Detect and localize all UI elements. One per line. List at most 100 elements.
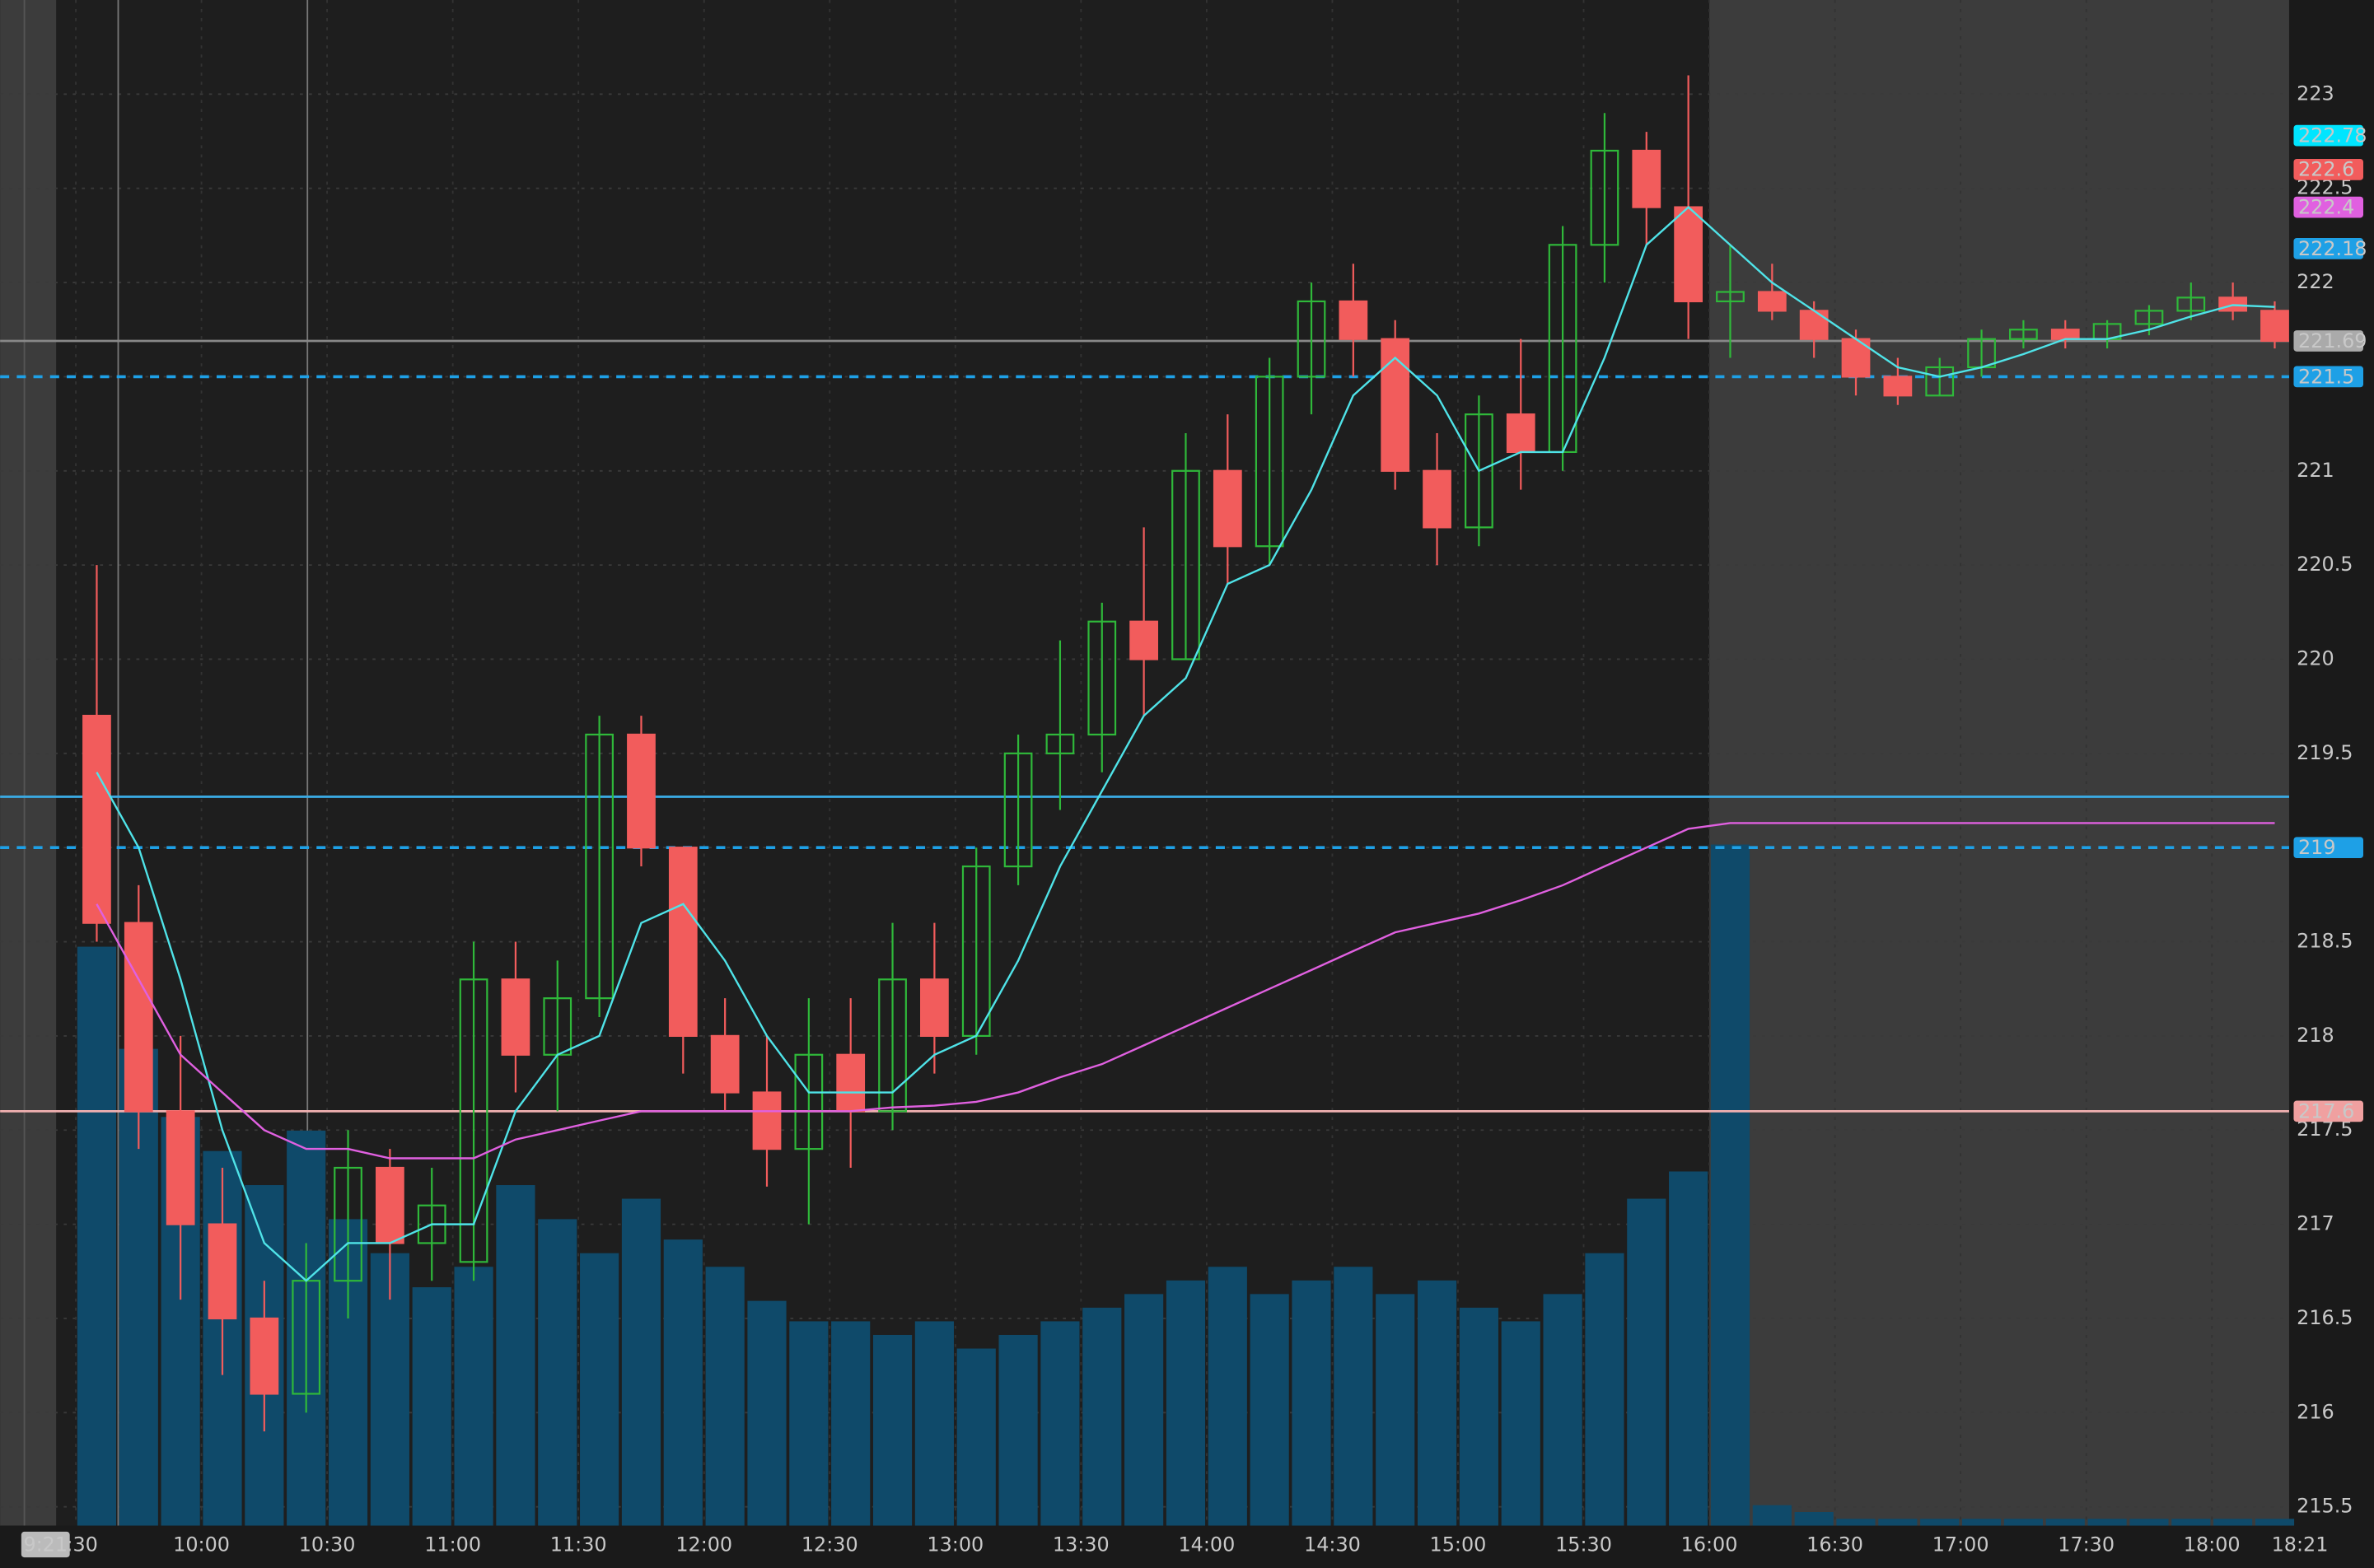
y-tick-label: 218.5: [2297, 930, 2353, 953]
volume-bar: [2213, 1519, 2253, 1526]
price-marker-box: [2293, 837, 2363, 859]
candle-body: [1967, 338, 1996, 369]
price-marker-box: [2293, 124, 2363, 147]
x-tick-label: 13:00: [927, 1533, 984, 1556]
candle-body: [710, 1034, 740, 1094]
cursor-time-box: [21, 1531, 70, 1558]
volume-bar: [2255, 1519, 2295, 1526]
x-tick-label: 18:21: [2272, 1533, 2329, 1556]
x-tick-label: 14:30: [1304, 1533, 1361, 1556]
candle-body: [1087, 620, 1117, 736]
after-hours-shade: [1709, 0, 2289, 1526]
volume-bar: [1208, 1267, 1247, 1526]
price-marker-label: 222.78: [2298, 124, 2367, 147]
time-axis-panel: [0, 1525, 2289, 1568]
candle-body: [166, 1110, 195, 1225]
volume-bar: [1752, 1505, 1792, 1526]
candle-body: [961, 865, 991, 1038]
volume-bar: [580, 1253, 619, 1526]
y-tick-label: 216.5: [2297, 1306, 2353, 1329]
candle-body: [752, 1091, 782, 1150]
y-tick-label: 216: [2297, 1400, 2334, 1423]
candle-body: [292, 1280, 321, 1395]
x-tick-label: 17:00: [1932, 1533, 1989, 1556]
price-marker-box: [2293, 196, 2363, 218]
candle-body: [124, 922, 153, 1113]
candle-body: [2050, 329, 2080, 340]
volume-bar: [747, 1300, 787, 1526]
volume-bar: [412, 1287, 451, 1526]
volume-bar: [1250, 1294, 1289, 1526]
price-axis-panel: [2288, 0, 2374, 1568]
x-tick-label: 18:00: [2184, 1533, 2241, 1556]
candle-body: [1548, 244, 1577, 454]
x-tick-label: 11:30: [550, 1533, 607, 1556]
candle-body: [543, 997, 572, 1056]
candle-body: [1506, 413, 1535, 454]
candle-body: [1465, 413, 1493, 529]
volume-bar: [789, 1321, 829, 1526]
y-tick-label: 223: [2297, 82, 2334, 105]
x-tick-label: 14:00: [1178, 1533, 1235, 1556]
candle-body: [1716, 291, 1745, 303]
volume-bar: [621, 1198, 661, 1526]
volume-bar: [1710, 844, 1750, 1526]
premarket-shade: [0, 0, 57, 1526]
volume-bar: [914, 1321, 954, 1526]
volume-bar: [77, 946, 117, 1526]
cursor-time-label: 9:21: [23, 1533, 68, 1556]
price-marker-label: 221.5: [2298, 365, 2354, 388]
candle-body: [459, 978, 488, 1263]
candle-body: [1757, 291, 1787, 312]
candle-body: [1799, 310, 1829, 340]
volume-bar: [1836, 1519, 1876, 1526]
y-tick-label: 217: [2297, 1212, 2334, 1235]
candle-body: [2260, 310, 2289, 343]
volume-bar: [1124, 1294, 1164, 1526]
candle-body: [1590, 149, 1619, 246]
x-tick-label: 10:30: [299, 1533, 356, 1556]
volume-bar: [1878, 1519, 1918, 1526]
volume-bar: [1459, 1307, 1498, 1526]
x-tick-label: 10:00: [173, 1533, 230, 1556]
candle-body: [1339, 300, 1368, 340]
x-tick-label: 11:00: [424, 1533, 481, 1556]
indicator-line: [96, 822, 2275, 1160]
candle-body: [1045, 733, 1075, 754]
candle-body: [1003, 752, 1033, 868]
candle-body: [2134, 310, 2164, 325]
y-tick-label: 222: [2297, 270, 2334, 293]
volume-bar: [1376, 1294, 1415, 1526]
volume-bar: [496, 1185, 535, 1526]
candle-body: [501, 978, 530, 1056]
indicator-line: [96, 205, 2275, 1282]
volume-bar: [1543, 1294, 1582, 1526]
volume-bar: [1417, 1280, 1457, 1526]
y-tick-label: 215.5: [2297, 1495, 2353, 1518]
price-marker-label: 217.6: [2298, 1099, 2354, 1122]
x-tick-label: 15:00: [1430, 1533, 1487, 1556]
volume-bar: [454, 1267, 493, 1526]
candle-body: [1381, 338, 1410, 472]
candle-body: [1171, 469, 1200, 660]
volume-bar: [1920, 1519, 1960, 1526]
volume-bar: [1585, 1253, 1624, 1526]
x-tick-label: 15:30: [1555, 1533, 1612, 1556]
volume-bar: [1292, 1280, 1331, 1526]
price-marker-box: [2293, 330, 2363, 352]
candle-body: [585, 733, 614, 1000]
candle-body: [1883, 376, 1913, 397]
candle-body: [2176, 296, 2206, 312]
x-tick-label: 16:30: [1806, 1533, 1863, 1556]
candle-body: [1925, 366, 1955, 397]
price-marker-label: 222.18: [2298, 237, 2367, 260]
candle-body: [82, 714, 111, 924]
x-tick-label: 13:30: [1053, 1533, 1110, 1556]
candle-body: [1423, 469, 1451, 529]
x-tick-label: 16:00: [1681, 1533, 1738, 1556]
price-marker-box: [2293, 366, 2363, 388]
volume-bar: [1961, 1519, 2002, 1526]
volume-bar: [1669, 1171, 1708, 1526]
volume-bar: [1166, 1280, 1206, 1526]
candle-body: [836, 1053, 866, 1113]
